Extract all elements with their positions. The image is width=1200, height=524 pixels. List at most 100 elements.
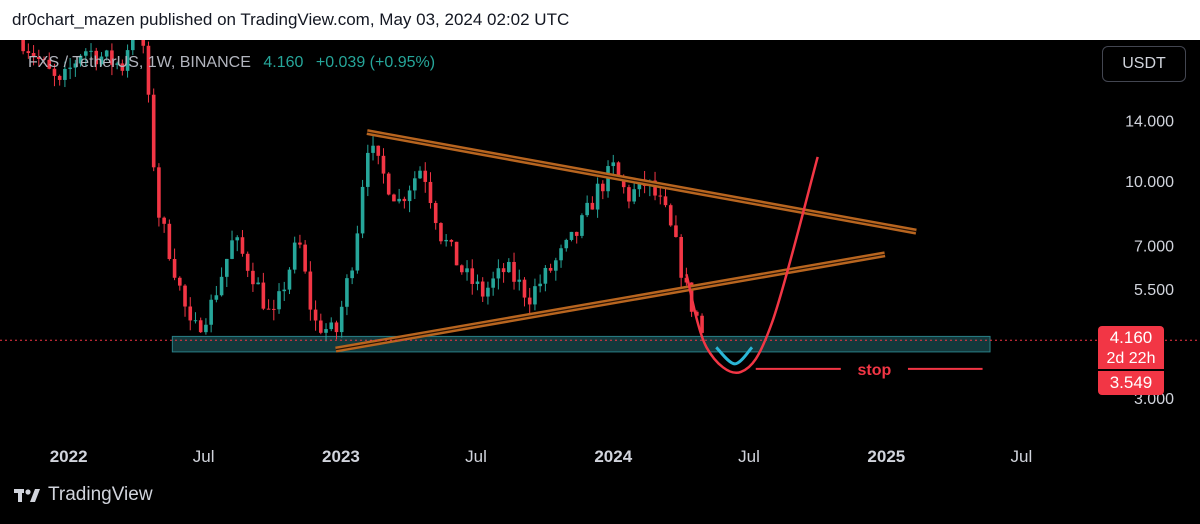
- candle: [554, 257, 558, 281]
- candle: [674, 215, 678, 238]
- candle: [193, 312, 198, 324]
- candle: [141, 40, 146, 54]
- candle: [89, 43, 93, 62]
- candle: [219, 267, 224, 297]
- candle: [428, 172, 433, 209]
- trendline-upper-core: [366, 131, 917, 233]
- candle: [115, 61, 119, 70]
- price-chart[interactable]: stop 14.000 10.000 7.000 5.500 3.000 2022 Jul 20…: [0, 40, 1200, 480]
- candle: [345, 274, 349, 316]
- trendline-lower-core: [335, 253, 885, 351]
- x-tick-label: Jul: [193, 447, 215, 466]
- candle: [162, 216, 166, 233]
- candle: [178, 276, 182, 291]
- candle: [595, 177, 600, 218]
- candle: [120, 59, 125, 76]
- candle: [360, 179, 365, 239]
- x-tick-label: Jul: [738, 447, 760, 466]
- candle: [465, 260, 469, 281]
- publish-header-text: dr0chart_mazen published on TradingView.…: [12, 10, 570, 29]
- candle: [47, 52, 52, 70]
- candle: [251, 262, 255, 292]
- candle: [167, 219, 172, 261]
- candle: [392, 193, 396, 202]
- candle: [559, 244, 563, 268]
- y-tick-label: 14.000: [1125, 113, 1174, 130]
- candle: [287, 267, 292, 295]
- candle: [256, 277, 260, 285]
- candle: [240, 230, 245, 257]
- candle: [188, 297, 193, 331]
- candle: [230, 230, 234, 260]
- candle: [324, 323, 328, 342]
- candle: [454, 241, 459, 266]
- candle: [282, 281, 287, 301]
- candle: [151, 88, 156, 172]
- candle: [574, 231, 579, 244]
- x-tick-label: 2025: [867, 447, 905, 466]
- candle: [68, 58, 72, 80]
- candle: [407, 185, 412, 213]
- x-tick-label: 2023: [322, 447, 360, 466]
- candle: [308, 261, 313, 321]
- candle: [350, 267, 354, 285]
- stop-price-tag: 3.549: [1098, 371, 1164, 395]
- candle: [57, 74, 62, 86]
- candle: [225, 258, 229, 288]
- candle: [491, 271, 495, 296]
- countdown-tag: 2d 22h: [1098, 349, 1164, 369]
- candle: [319, 313, 323, 335]
- candle: [303, 240, 307, 274]
- tradingview-logo-icon: [14, 489, 40, 502]
- x-tick-label: 2022: [50, 447, 88, 466]
- candle: [501, 263, 506, 283]
- candle: [214, 285, 219, 303]
- candle: [272, 299, 276, 321]
- currency-button[interactable]: USDT: [1102, 46, 1186, 82]
- y-tick-label: 7.000: [1134, 238, 1174, 255]
- candle: [449, 239, 454, 247]
- stop-label: stop: [857, 362, 891, 379]
- x-tick-label: 2024: [594, 447, 632, 466]
- candle: [339, 300, 344, 338]
- candle: [507, 258, 511, 273]
- candle: [266, 299, 271, 310]
- footer-brand: TradingView: [48, 484, 153, 505]
- candle: [78, 54, 83, 67]
- candle: [627, 184, 631, 209]
- candle: [386, 172, 391, 196]
- candle: [601, 180, 605, 200]
- candle: [292, 236, 297, 274]
- symbol-name: FXS / TetherUS, 1W, BINANCE: [28, 54, 251, 71]
- candle: [99, 52, 104, 67]
- candle: [397, 188, 401, 204]
- candle: [83, 48, 88, 67]
- candle: [371, 136, 375, 161]
- candle: [42, 56, 46, 64]
- candle: [460, 264, 464, 275]
- candle: [423, 162, 428, 193]
- candle: [564, 238, 569, 252]
- x-tick-label: Jul: [1010, 447, 1032, 466]
- candle: [31, 45, 36, 66]
- candle: [658, 187, 663, 205]
- candle: [512, 252, 516, 290]
- candle: [183, 284, 187, 317]
- tradingview-footer[interactable]: TradingView: [14, 484, 153, 506]
- y-tick-label: 5.500: [1134, 282, 1174, 299]
- candle: [585, 195, 589, 218]
- candle: [433, 200, 438, 230]
- candle: [21, 40, 25, 55]
- candle: [533, 278, 537, 311]
- candle: [413, 171, 417, 200]
- candle: [334, 320, 339, 340]
- candle: [611, 154, 616, 175]
- cup-curve: [715, 346, 754, 366]
- candle: [313, 300, 318, 331]
- candle: [63, 61, 67, 88]
- candle: [110, 43, 114, 76]
- candle: [157, 163, 161, 227]
- candle: [632, 180, 636, 205]
- candle: [125, 44, 130, 78]
- candle: [298, 234, 302, 249]
